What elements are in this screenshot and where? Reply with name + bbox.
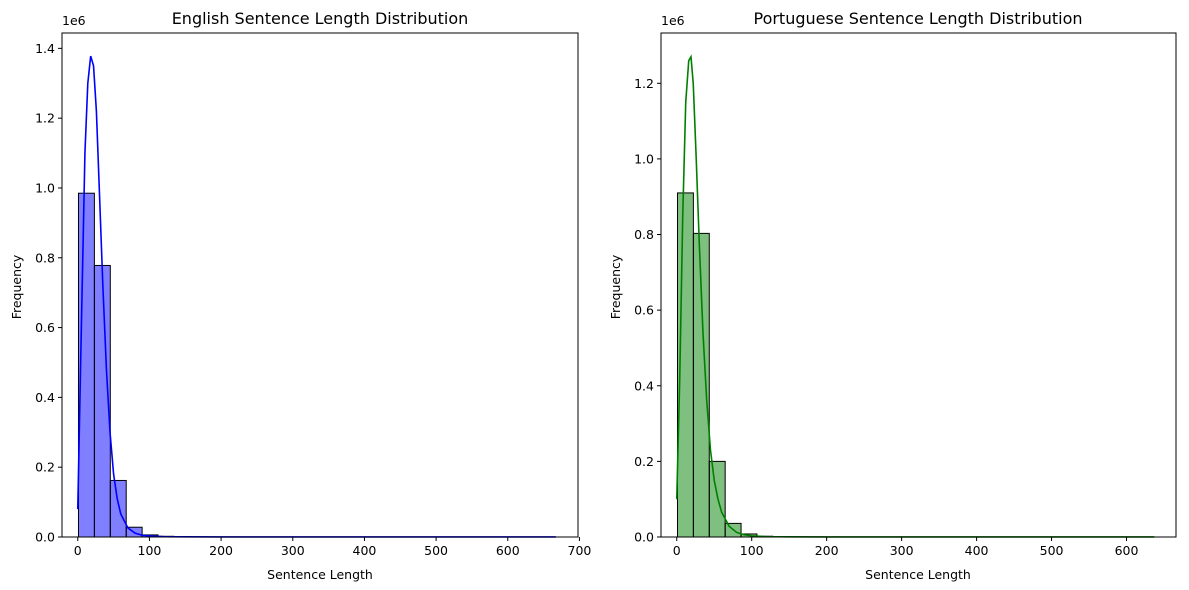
english-y-tick-label: 0.2 — [35, 460, 55, 475]
english-y-offset-label: 1e6 — [62, 13, 86, 28]
english-y-tick-label: 1.2 — [35, 111, 55, 126]
english-y-tick-label: 1.4 — [35, 41, 55, 56]
portuguese-x-tick-label: 500 — [1040, 543, 1064, 558]
english-chart-panel: English Sentence Length Distribution Sen… — [9, 9, 591, 582]
english-x-tick-label: 200 — [209, 543, 233, 558]
english-x-tick-label: 600 — [496, 543, 520, 558]
english-x-tick-label: 400 — [353, 543, 377, 558]
portuguese-x-tick-label: 300 — [890, 543, 914, 558]
portuguese-x-tick-label: 400 — [965, 543, 989, 558]
english-axes-frame — [61, 32, 579, 538]
english-bar — [109, 479, 127, 538]
portuguese-x-tick-label: 100 — [740, 543, 764, 558]
portuguese-chart-panel: Portuguese Sentence Length Distribution … — [608, 9, 1177, 582]
english-y-tick-label: 0.8 — [35, 250, 55, 265]
portuguese-y-tick-label: 0.4 — [634, 378, 654, 393]
english-y-tick-label: 1.0 — [35, 180, 55, 195]
english-x-tick-label: 700 — [568, 543, 592, 558]
english-y-tick-label: 0.0 — [35, 530, 55, 545]
portuguese-y-tick-label: 1.0 — [634, 151, 654, 166]
english-x-tick-label: 500 — [424, 543, 448, 558]
portuguese-y-tick-label: 1.2 — [634, 76, 654, 91]
portuguese-x-tick-label: 600 — [1115, 543, 1139, 558]
english-x-tick-label: 300 — [281, 543, 305, 558]
portuguese-kde-line — [675, 54, 1155, 538]
portuguese-bars — [676, 192, 1155, 538]
english-bars — [77, 192, 557, 538]
portuguese-y-axis-label: Frequency — [608, 254, 623, 319]
portuguese-y-tick-label: 0.6 — [634, 303, 654, 318]
english-y-axis-label: Frequency — [9, 254, 24, 319]
portuguese-x-tick-label: 200 — [815, 543, 839, 558]
english-x-axis-label: Sentence Length — [267, 567, 373, 582]
portuguese-chart-title: Portuguese Sentence Length Distribution — [753, 9, 1082, 28]
portuguese-y-tick-label: 0.0 — [634, 530, 654, 545]
english-y-tick-label: 0.6 — [35, 320, 55, 335]
english-chart-title: English Sentence Length Distribution — [172, 9, 469, 28]
portuguese-y-tick-label: 0.2 — [634, 454, 654, 469]
portuguese-x-tick-label: 0 — [673, 543, 681, 558]
english-x-tick-label: 100 — [138, 543, 162, 558]
english-y-tick-label: 0.4 — [35, 390, 55, 405]
portuguese-y-offset-label: 1e6 — [661, 13, 685, 28]
portuguese-x-axis-label: Sentence Length — [865, 567, 971, 582]
portuguese-y-tick-label: 0.8 — [634, 227, 654, 242]
portuguese-axes-frame — [660, 32, 1177, 538]
english-kde-line — [76, 55, 556, 538]
english-x-tick-label: 0 — [74, 543, 82, 558]
